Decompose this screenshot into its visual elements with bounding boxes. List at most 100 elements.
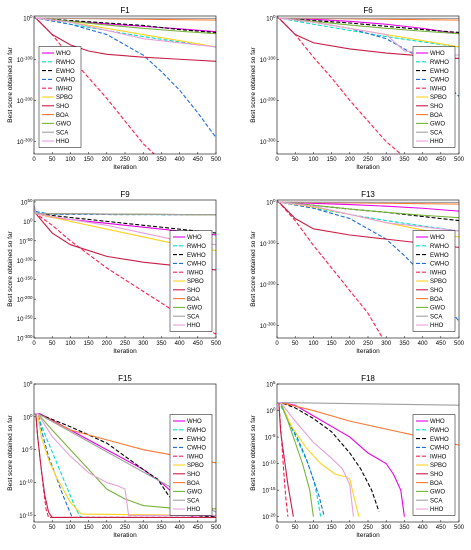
legend-entry: GWO — [187, 490, 202, 496]
x-tick-label: 450 — [436, 157, 447, 163]
x-tick-label: 250 — [120, 341, 131, 347]
panel-f18: 0 50 100 150 200 250 300 350 400 450 500 105 100 10-5… — [250, 374, 465, 539]
panel-f15: 0 50 100 150 200 250 300 350 400 450 500 105 100 10-5… — [7, 374, 222, 539]
x-axis-label: Iteration — [113, 348, 137, 355]
y-tick-label: 10-100 — [260, 55, 276, 64]
x-tick-label: 400 — [175, 525, 186, 531]
series-line-spbo — [34, 413, 216, 516]
legend: WHO RWHO EWHO CWHO IWHO SPBO SHO BOA GWO SCA HHO — [412, 414, 456, 516]
y-tick-label: 10-50 — [19, 237, 33, 246]
legend: WHO RWHO EWHO CWHO IWHO SPBO SHO BOA GWO SCA HHO — [412, 230, 456, 332]
legend-entry: BOA — [430, 113, 443, 119]
legend-entry: HHO — [187, 323, 201, 329]
x-tick-label: 0 — [32, 157, 36, 163]
x-tick-label: 450 — [193, 341, 204, 347]
y-axis-label: Best score obtained so far — [250, 46, 257, 122]
legend-entry: BOA — [430, 297, 443, 303]
y-tick-label: 10-150 — [17, 276, 33, 285]
x-tick-label: 300 — [381, 157, 392, 163]
x-axis-label: Iteration — [113, 532, 137, 539]
y-tick-label: 100 — [266, 407, 276, 416]
legend-entry: WHO — [430, 419, 445, 425]
x-tick-label: 500 — [211, 341, 222, 347]
y-tick-label: 100 — [23, 413, 33, 422]
x-tick-label: 250 — [120, 157, 131, 163]
legend-entry: WHO — [187, 235, 202, 241]
panel-title: F1 — [120, 6, 130, 15]
x-tick-label: 200 — [102, 341, 113, 347]
x-tick-label: 250 — [363, 341, 374, 347]
legend-entry: IWHO — [187, 270, 204, 276]
series-line-rwho — [34, 413, 216, 518]
x-tick-label: 400 — [418, 341, 429, 347]
x-axis-label: Iteration — [356, 532, 380, 539]
series-line-hho — [34, 413, 216, 516]
y-tick-label: 10-100 — [17, 55, 33, 64]
legend-entry: GWO — [430, 306, 445, 312]
legend-entry: SPBO — [187, 279, 204, 285]
legend: WHO RWHO EWHO CWHO IWHO SPBO SHO BOA GWO SCA HHO — [169, 230, 213, 332]
panel-f13: 0 50 100 150 200 250 300 350 400 450 500 100 10-100 1… — [250, 190, 465, 355]
x-tick-label: 250 — [120, 525, 131, 531]
x-tick-label: 300 — [381, 341, 392, 347]
x-tick-label: 0 — [275, 341, 279, 347]
legend-entry: SHO — [430, 288, 443, 294]
x-tick-label: 50 — [49, 341, 56, 347]
legend: WHO RWHO EWHO CWHO IWHO SPBO SHO BOA GWO SCA HHO — [38, 46, 82, 148]
x-tick-label: 350 — [399, 525, 410, 531]
y-tick-label: 10-200 — [17, 295, 33, 304]
y-axis-label: Best score obtained so far — [250, 230, 257, 306]
x-tick-label: 100 — [65, 157, 76, 163]
legend-entry: GWO — [430, 490, 445, 496]
legend-entry: IWHO — [56, 86, 73, 92]
x-tick-label: 150 — [84, 341, 95, 347]
x-tick-label: 400 — [418, 157, 429, 163]
y-tick-label: 10-200 — [260, 280, 276, 289]
legend-entry: CWHO — [56, 78, 75, 84]
series-lines — [277, 402, 459, 517]
x-tick-label: 500 — [211, 525, 222, 531]
series-line-iwho — [277, 16, 402, 154]
x-axis-label: Iteration — [356, 348, 380, 355]
x-tick-label: 350 — [156, 341, 167, 347]
x-tick-label: 300 — [138, 157, 149, 163]
legend-entry: GWO — [56, 122, 71, 128]
x-tick-label: 150 — [327, 157, 338, 163]
legend-entry: EWHO — [187, 437, 206, 443]
y-tick-label: 100 — [266, 14, 276, 23]
y-tick-label: 10-250 — [17, 315, 33, 324]
x-tick-label: 150 — [327, 525, 338, 531]
legend-entry: CWHO — [430, 446, 449, 452]
legend-entry: EWHO — [187, 253, 206, 259]
legend-entry: IWHO — [430, 86, 447, 92]
y-tick-label: 10-15 — [262, 486, 276, 495]
legend-entry: GWO — [430, 122, 445, 128]
x-tick-label: 200 — [102, 525, 113, 531]
legend-entry: GWO — [187, 306, 202, 312]
series-line-cwho — [34, 16, 216, 138]
legend-entry: SHO — [430, 104, 443, 110]
x-axis-label: Iteration — [356, 164, 380, 171]
x-tick-label: 300 — [138, 341, 149, 347]
x-tick-label: 200 — [102, 157, 113, 163]
x-axis-label: Iteration — [113, 164, 137, 171]
legend-entry: RWHO — [430, 60, 449, 66]
legend-entry: SHO — [187, 288, 200, 294]
y-axis-label: Best score obtained so far — [7, 230, 14, 306]
legend-entry: WHO — [56, 51, 71, 57]
series-line-ewho — [277, 402, 380, 512]
legend-entry: HHO — [56, 139, 70, 145]
legend-entry: CWHO — [430, 78, 449, 84]
legend-entry: RWHO — [187, 428, 206, 434]
series-line-iwho — [34, 16, 155, 154]
y-tick-label: 10-300 — [17, 334, 33, 343]
panel-f9: 0 50 100 150 200 250 300 350 400 450 500 1050 100 10-… — [7, 190, 222, 355]
x-tick-label: 100 — [308, 341, 319, 347]
legend-entry: SCA — [430, 498, 442, 504]
x-tick-label: 450 — [193, 157, 204, 163]
legend-entry: SPBO — [56, 95, 73, 101]
y-tick-label: 10-5 — [265, 433, 276, 442]
x-tick-label: 450 — [193, 525, 204, 531]
y-tick-label: 10-100 — [17, 256, 33, 265]
series-line-ewho — [34, 413, 216, 518]
